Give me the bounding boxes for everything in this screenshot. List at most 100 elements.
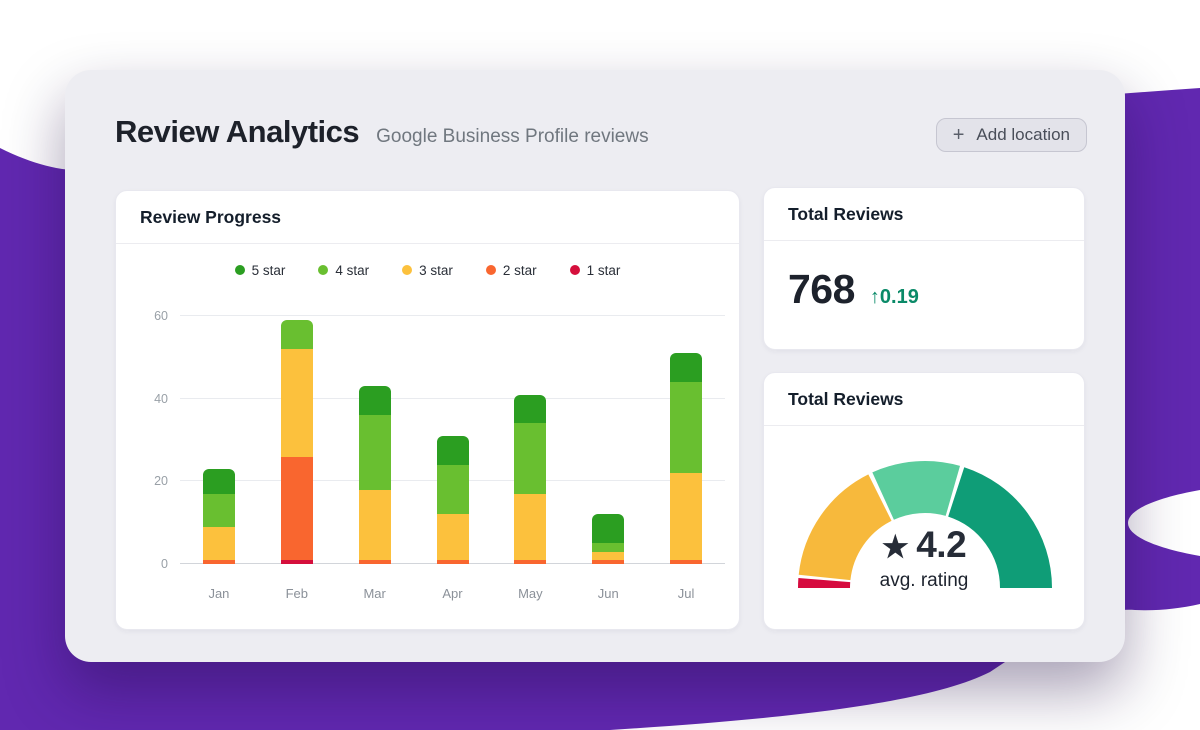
review-progress-title: Review Progress xyxy=(116,191,739,244)
bar-column-may xyxy=(491,316,569,564)
grid-line xyxy=(180,315,725,316)
bar-segment xyxy=(358,415,391,490)
x-tick-label: Jul xyxy=(677,586,695,601)
legend-label: 3 star xyxy=(419,262,453,278)
bar-segment xyxy=(670,473,703,560)
total-reviews-value: 768 xyxy=(788,266,855,312)
header: Review Analytics Google Business Profile… xyxy=(115,114,1087,156)
gauge-segment-5-star-zone xyxy=(947,467,1052,589)
legend-item-2-star[interactable]: 2 star xyxy=(485,260,537,280)
bar-segment xyxy=(514,423,547,494)
bar-segment xyxy=(202,493,235,527)
page-subtitle: Google Business Profile reviews xyxy=(376,126,649,147)
total-reviews-title: Total Reviews xyxy=(764,188,1084,241)
bar-segment xyxy=(358,489,391,560)
legend-label: 2 star xyxy=(502,262,537,278)
add-location-button[interactable]: + Add location xyxy=(935,118,1087,152)
up-arrow-icon: ↑ xyxy=(869,286,880,308)
rating-gauge-panel: Total Reviews ★ 4.2 avg. rating xyxy=(763,372,1085,630)
bar-segment xyxy=(358,559,391,564)
stacked-bar[interactable] xyxy=(436,435,469,564)
legend-label: 5 star xyxy=(251,262,286,278)
y-tick-label: 40 xyxy=(154,391,168,406)
chart-legend: 5 star 4 star 3 star 2 star 1 star xyxy=(116,260,739,280)
total-reviews-row: 768 ↑0.19 xyxy=(764,241,1084,313)
x-tick-label: Jun xyxy=(597,586,619,601)
legend-item-5-star[interactable]: 5 star xyxy=(234,260,286,280)
x-tick-label: May xyxy=(518,586,543,601)
bar-columns xyxy=(180,316,725,564)
bar-segment xyxy=(592,551,625,560)
rating-gauge: ★ 4.2 avg. rating xyxy=(764,426,1084,626)
gauge-segment-3-star-zone xyxy=(798,474,893,582)
avg-rating-label: avg. rating xyxy=(879,570,969,591)
bar-segment xyxy=(514,493,547,560)
bar-segment xyxy=(280,559,313,564)
legend-dot-icon xyxy=(485,265,496,275)
delta-value: 0.19 xyxy=(879,286,919,308)
bar-column-jan xyxy=(180,316,258,564)
star-icon: ★ xyxy=(881,531,909,564)
bar-plot: 0 20 40 60 xyxy=(154,309,725,571)
bar-segment xyxy=(670,382,703,474)
bar-segment xyxy=(436,514,469,560)
bar-segment xyxy=(280,320,313,350)
bar-segment xyxy=(592,559,625,564)
rating-gauge-title: Total Reviews xyxy=(764,373,1084,426)
stacked-bar[interactable] xyxy=(358,386,391,564)
stacked-bar[interactable] xyxy=(202,468,235,564)
x-tick-label: Mar xyxy=(363,586,386,601)
bar-column-feb xyxy=(258,316,336,564)
legend-dot-icon xyxy=(569,265,580,275)
y-tick-label: 0 xyxy=(161,557,168,571)
plus-icon: + xyxy=(952,124,965,146)
gauge-arc xyxy=(797,461,1052,589)
legend-dot-icon xyxy=(234,265,245,275)
x-tick-label: Jan xyxy=(208,586,230,601)
x-tick-label: Feb xyxy=(285,586,308,601)
total-reviews-panel: Total Reviews 768 ↑0.19 xyxy=(763,187,1085,350)
bar-column-mar xyxy=(336,316,414,564)
x-axis: Jan Feb Mar Apr May Jun Jul xyxy=(180,586,725,601)
legend-item-3-star[interactable]: 3 star xyxy=(402,260,453,280)
review-progress-panel: Review Progress 5 star 4 star 3 star 2 star… xyxy=(115,190,740,630)
stacked-bar[interactable] xyxy=(670,353,703,564)
bar-segment xyxy=(280,349,313,457)
legend-dot-icon xyxy=(318,265,329,275)
bar-segment xyxy=(514,394,547,424)
y-tick-label: 60 xyxy=(154,309,168,323)
grid-line xyxy=(180,397,725,399)
bar-segment xyxy=(592,543,625,552)
bar-segment xyxy=(436,435,469,465)
bar-segment xyxy=(670,353,703,383)
bar-segment xyxy=(280,456,313,560)
avg-rating-value: ★ 4.2 xyxy=(764,524,1084,566)
stacked-bar[interactable] xyxy=(514,394,547,564)
bar-segment xyxy=(670,559,703,564)
bar-segment xyxy=(592,514,625,544)
avg-rating-number: 4.2 xyxy=(916,524,967,565)
x-tick-label: Apr xyxy=(442,586,463,601)
gauge-segment-4-star-zone xyxy=(872,461,960,521)
bar-segment xyxy=(358,386,391,416)
y-tick-label: 20 xyxy=(154,474,168,489)
bar-segment xyxy=(202,526,235,560)
review-progress-chart: 0 20 40 60 Jan Feb Mar Apr May Jun Jul xyxy=(116,294,739,604)
total-reviews-delta: ↑0.19 xyxy=(870,286,919,309)
legend-dot-icon xyxy=(402,265,413,275)
legend-label: 4 star xyxy=(335,262,370,278)
bar-column-jun xyxy=(569,316,647,564)
bar-segment xyxy=(436,464,469,515)
page-title: Review Analytics xyxy=(115,114,360,149)
dashboard-card: Review Analytics Google Business Profile… xyxy=(65,70,1125,662)
bar-segment xyxy=(436,559,469,564)
stacked-bar[interactable] xyxy=(280,320,313,564)
bar-segment xyxy=(202,468,235,494)
legend-item-4-star[interactable]: 4 star xyxy=(318,260,369,280)
bar-column-jul xyxy=(647,316,725,564)
stacked-bar[interactable] xyxy=(592,514,625,564)
bar-segment xyxy=(514,559,547,564)
bar-column-apr xyxy=(414,316,492,564)
legend-item-1-star[interactable]: 1 star xyxy=(569,260,620,280)
